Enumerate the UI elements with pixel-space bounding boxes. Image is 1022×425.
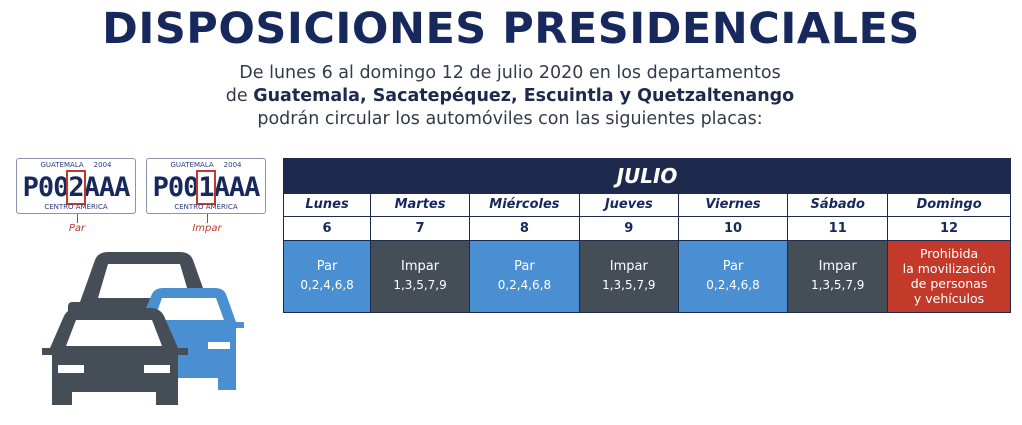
plate-number: P001AAA (147, 170, 265, 205)
plate-label: Par (68, 223, 86, 234)
plate-number: P002AAA (17, 170, 135, 205)
rule-label: Impar (818, 259, 857, 275)
rule-label: Par (722, 259, 744, 275)
rule-digits: 0,2,4,6,8 (497, 278, 552, 293)
day-number: 6 (282, 216, 372, 241)
rule-digits: 0,2,4,6,8 (706, 278, 760, 293)
rule-label: Par (316, 259, 338, 275)
rule-label: Prohibida (919, 246, 979, 262)
rule-label: Par (514, 259, 535, 275)
plate-impar: GUATEMALA 2004 P001AAA CENTRO AMÉRICA Imp… (146, 158, 268, 234)
rule-cell-impar: Impar 1,3,5,7,9 (787, 239, 889, 314)
day-number: 10 (677, 216, 789, 241)
rule-label: Impar (401, 259, 440, 275)
rule-cell-par: Par 0,2,4,6,8 (282, 239, 372, 314)
day-number: 9 (578, 216, 679, 241)
day-name: Miércoles (468, 192, 580, 218)
plate-suffix: AAA (83, 172, 131, 203)
rule-digits: 1,3,5,7,9 (602, 278, 656, 293)
license-plate-image: GUATEMALA 2004 P001AAA CENTRO AMÉRICA (146, 158, 266, 214)
day-name: Lunes (282, 192, 372, 218)
day-name: Jueves (578, 192, 679, 218)
month-header: JULIO (283, 158, 1011, 194)
day-number: 7 (370, 216, 470, 241)
rule-cell-par: Par 0,2,4,6,8 (468, 239, 580, 314)
plate-year: 2004 (93, 161, 112, 169)
rule-digits: 1,3,5,7,9 (393, 278, 447, 293)
subtitle-line-2: de Guatemala, Sacatepéquez, Escuintla y … (160, 85, 860, 108)
subtitle-line-2-prefix: de (225, 86, 254, 106)
plate-region: CENTRO AMÉRICA (174, 203, 238, 211)
plate-par: GUATEMALA 2004 P002AAA CENTRO AMÉRICA Par (16, 158, 138, 234)
page-title: DISPOSICIONES PRESIDENCIALES (102, 4, 920, 54)
rule-digits: 1,3,5,7,9 (810, 278, 865, 293)
rule-cell-prohibida: Prohibida la movilización de personas y … (887, 239, 1011, 314)
plate-country: GUATEMALA (170, 161, 214, 169)
plate-prefix: P00 (22, 172, 70, 203)
subtitle-departments: Guatemala, Sacatepéquez, Escuintla y Que… (253, 86, 795, 106)
subtitle: De lunes 6 al domingo 12 de julio 2020 e… (160, 62, 860, 131)
day-name: Martes (370, 192, 470, 218)
plate-year: 2004 (223, 161, 242, 169)
day-number: 12 (887, 216, 1011, 241)
rule-cell-par: Par 0,2,4,6,8 (677, 239, 789, 314)
rule-text-line: de personas (910, 276, 988, 292)
day-number: 11 (787, 216, 889, 241)
rule-text-line: y vehículos (913, 291, 985, 307)
day-name: Domingo (887, 192, 1011, 218)
subtitle-line-1: De lunes 6 al domingo 12 de julio 2020 e… (239, 63, 781, 83)
plate-pointer (206, 214, 208, 223)
cars-icon (42, 252, 244, 405)
plate-country: GUATEMALA (40, 161, 84, 169)
subtitle-line-3: podrán circular los automóviles con las … (257, 109, 763, 129)
plate-suffix: AAA (213, 172, 261, 203)
rule-cell-impar: Impar 1,3,5,7,9 (578, 239, 679, 314)
rule-digits: 0,2,4,6,8 (300, 278, 354, 293)
day-name: Viernes (677, 192, 789, 218)
license-plate-image: GUATEMALA 2004 P002AAA CENTRO AMÉRICA (16, 158, 136, 214)
schedule-table: JULIO Lunes Martes Miércoles Jueves Vier… (282, 158, 1011, 314)
day-name: Sábado (787, 192, 889, 218)
plate-pointer (76, 214, 78, 223)
rule-cell-impar: Impar 1,3,5,7,9 (370, 239, 470, 314)
plate-highlight-digit: 2 (66, 170, 86, 205)
plate-highlight-digit: 1 (196, 170, 216, 205)
rule-label: Impar (609, 259, 648, 275)
plate-region: CENTRO AMÉRICA (44, 203, 108, 211)
day-number: 8 (468, 216, 580, 241)
plate-label: Impar (192, 223, 222, 234)
rule-text-line: la movilización (902, 261, 996, 277)
plate-prefix: P00 (152, 172, 200, 203)
